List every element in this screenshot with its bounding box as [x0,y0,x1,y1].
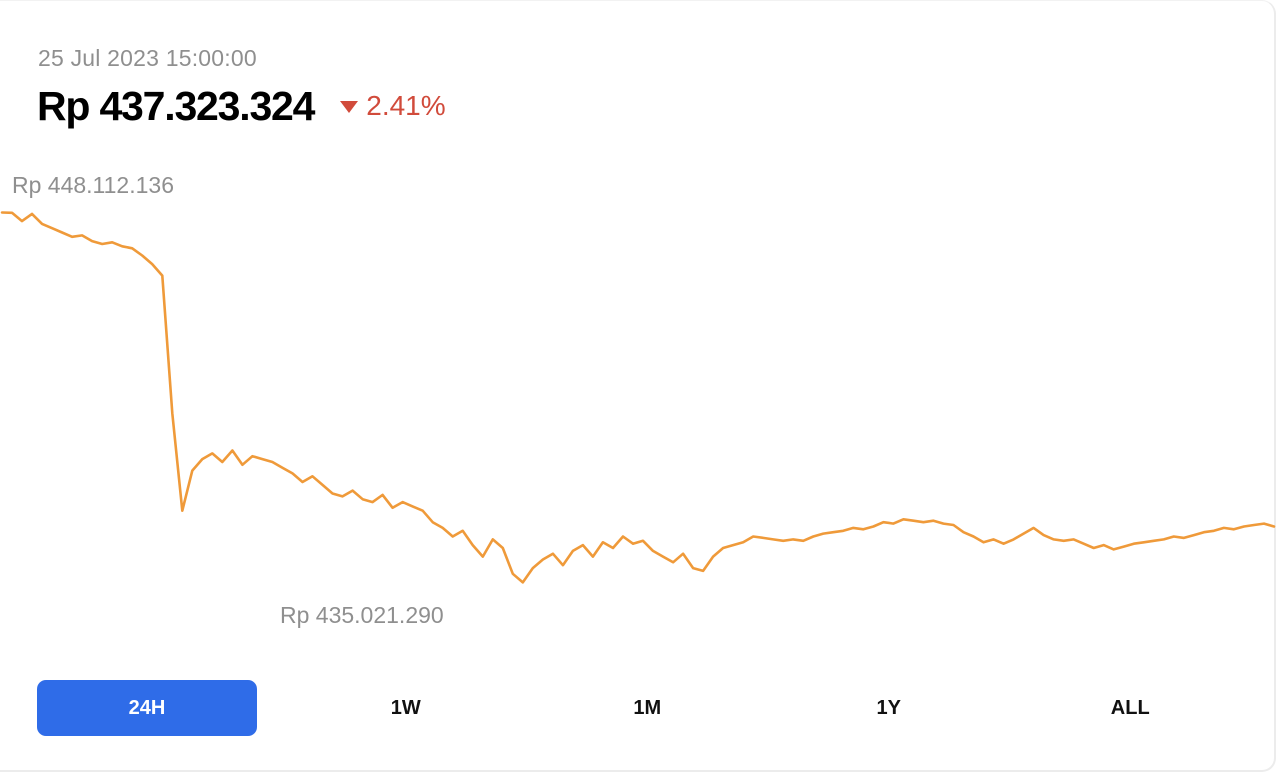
timestamp: 25 Jul 2023 15:00:00 [38,45,257,71]
chart-low-label: Rp 435.021.290 [280,602,444,628]
tab-all[interactable]: ALL [1110,696,1150,719]
price-line-chart[interactable] [0,1,1276,661]
tab-1m[interactable]: 1M [633,696,662,719]
tab-1y[interactable]: 1Y [876,696,901,719]
price-change-value: 2.41% [366,90,446,121]
tab-24h[interactable]: 24H [37,680,257,736]
period-tabs: 24H 1W 1M 1Y ALL [37,680,1251,736]
tab-1w[interactable]: 1W [390,696,421,719]
price-series-line [0,211,1276,584]
current-price: Rp 437.323.324 [37,82,315,129]
chart-high-label: Rp 448.112.136 [12,172,174,198]
price-row: Rp 437.323.324 2.41% [37,81,446,131]
triangle-down-icon [340,101,359,113]
price-change: 2.41% [340,90,446,122]
